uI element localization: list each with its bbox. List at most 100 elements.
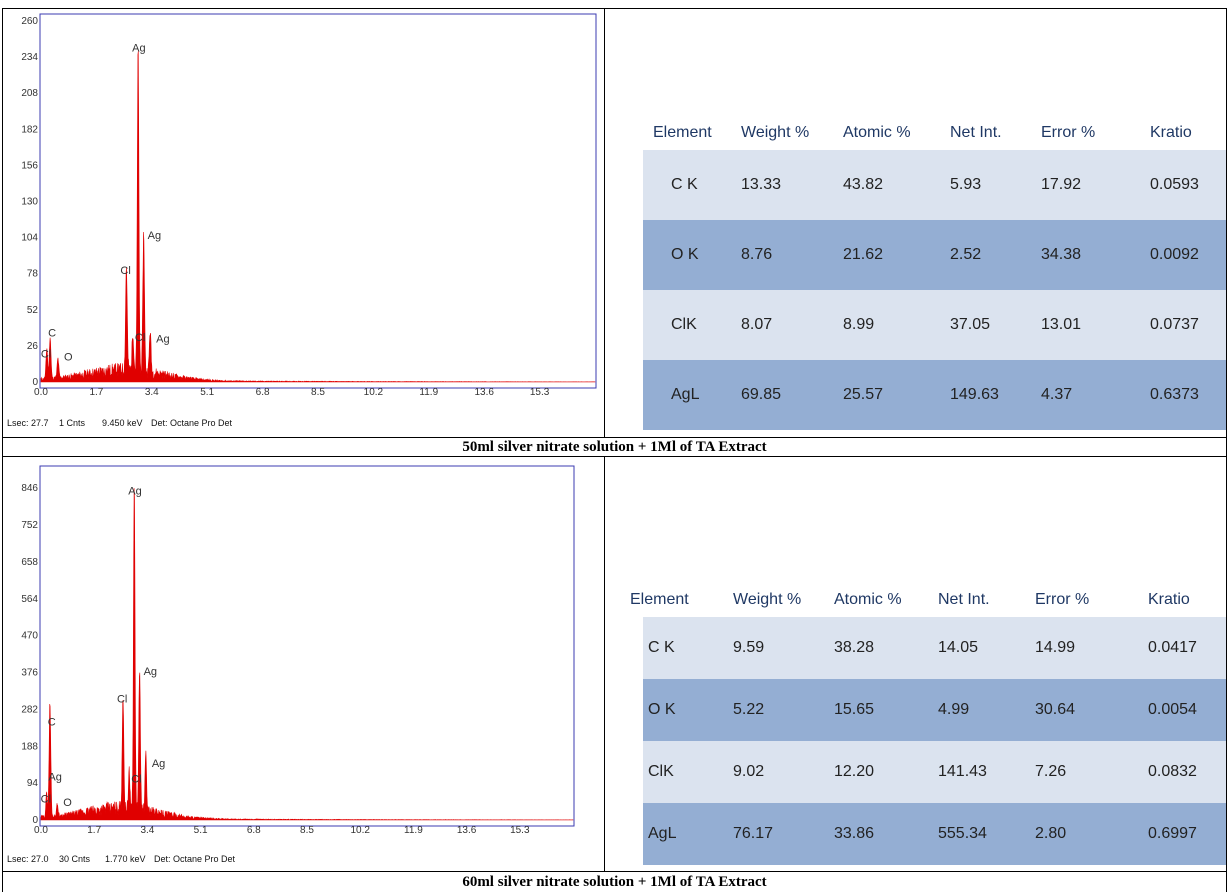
spectrum-area	[40, 51, 596, 383]
x-tick-label: 10.2	[364, 387, 384, 398]
table-cell: 4.37	[1041, 386, 1073, 403]
footer-cnts: 1 Cnts	[59, 418, 86, 428]
row-divider	[2, 456, 1227, 457]
table-cell: ClK	[671, 316, 697, 333]
table-cell: 15.65	[834, 701, 875, 718]
x-tick-label: 1.7	[89, 387, 103, 398]
x-tick-label: 3.4	[140, 825, 154, 836]
y-tick-label: 260	[21, 16, 38, 27]
peak-label-ag: Ag	[148, 230, 161, 242]
row-divider	[2, 871, 1227, 872]
table-cell: 2.52	[950, 246, 982, 263]
peak-label-cl: Cl	[41, 793, 51, 805]
x-tick-label: 8.5	[311, 387, 325, 398]
x-tick-label: 11.9	[419, 387, 438, 398]
x-tick-label: 3.4	[145, 387, 159, 398]
table-cell: 8.07	[741, 316, 773, 333]
table-cell: 13.01	[1041, 316, 1082, 333]
table-cell: 34.38	[1041, 246, 1082, 263]
y-tick-label: 52	[27, 305, 39, 316]
table-cell: 0.0832	[1148, 763, 1197, 780]
y-tick-label: 104	[21, 233, 38, 244]
table-cell: 38.28	[834, 639, 875, 656]
column-header: Kratio	[1150, 124, 1192, 141]
x-tick-label: 6.8	[247, 825, 261, 836]
x-tick-label: 13.6	[474, 387, 494, 398]
y-tick-label: 752	[21, 520, 38, 531]
table-cell: 0.0593	[1150, 176, 1199, 193]
peak-label-cl: Cl	[135, 332, 145, 344]
column-header: Error %	[1041, 124, 1096, 141]
table-cell: 0.0054	[1148, 701, 1197, 718]
eds-spectrum-2: 0 94 188 282 376 470 564 658 752 846 0.0 1.7 3.4 5.1…	[4, 458, 602, 869]
element-table-2: Element Weight % Atomic % Net Int. Error % Kr…	[630, 591, 1226, 867]
x-tick-label: 1.7	[87, 825, 101, 836]
column-divider	[604, 8, 605, 437]
table-cell: O K	[671, 246, 699, 263]
column-header: Error %	[1035, 591, 1090, 608]
table-border-top	[2, 8, 1227, 9]
peak-label-c: C	[48, 717, 56, 729]
footer-kev: 9.450 keV	[102, 418, 143, 428]
table-cell: 17.92	[1041, 176, 1082, 193]
x-tick-label: 15.3	[530, 387, 550, 398]
table-row	[643, 220, 1226, 290]
peak-label-o: O	[63, 797, 72, 809]
table-cell: 69.85	[741, 386, 782, 403]
y-tick-label: 376	[21, 668, 38, 679]
footer-det: Det: Octane Pro Det	[151, 418, 233, 428]
caption-panel-2: 60ml silver nitrate solution + 1Ml of TA…	[462, 874, 767, 890]
peak-label-cl: Cl	[120, 265, 130, 277]
table-row	[643, 290, 1226, 360]
table-cell: 25.57	[843, 386, 884, 403]
x-tick-label: 5.1	[200, 387, 214, 398]
peak-label-cl: Cl	[117, 693, 127, 705]
table-cell: 4.99	[938, 701, 970, 718]
peak-label-ag: Ag	[156, 333, 169, 345]
column-divider	[604, 456, 605, 871]
y-tick-label: 156	[21, 160, 38, 171]
table-cell: 76.17	[733, 825, 774, 842]
y-tick-label: 188	[21, 741, 38, 752]
table-cell: 8.76	[741, 246, 773, 263]
column-header: Net Int.	[938, 591, 990, 608]
x-tick-label: 6.8	[256, 387, 270, 398]
table-cell: AgL	[671, 386, 700, 403]
table-row	[643, 803, 1226, 865]
y-tick-label: 0	[32, 377, 38, 388]
peak-label-c: C	[48, 327, 56, 339]
row-divider	[2, 437, 1227, 438]
y-tick-label: 234	[21, 52, 38, 63]
table-cell: 14.99	[1035, 639, 1076, 656]
peak-label-ag: Ag	[132, 43, 145, 55]
footer-lsec: Lsec: 27.7	[7, 418, 49, 428]
y-tick-label: 78	[27, 269, 39, 280]
table-cell: AgL	[648, 825, 677, 842]
x-tick-label: 15.3	[510, 825, 530, 836]
footer-cnts: 30 Cnts	[59, 854, 91, 864]
y-tick-label: 0	[32, 815, 38, 826]
y-tick-label: 282	[21, 704, 38, 715]
table-cell: 9.02	[733, 763, 765, 780]
y-tick-label: 564	[21, 594, 38, 605]
table-cell: 0.0737	[1150, 316, 1199, 333]
table-cell: ClK	[648, 763, 674, 780]
peak-label-ag: Ag	[152, 758, 165, 770]
table-cell: 555.34	[938, 825, 987, 842]
table-cell: C K	[648, 639, 675, 656]
column-header: Weight %	[741, 124, 810, 141]
peak-label-ag: Ag	[144, 666, 157, 678]
table-cell: 7.26	[1035, 763, 1067, 780]
caption-panel-1: 50ml silver nitrate solution + 1Ml of TA…	[462, 439, 767, 455]
table-row	[643, 617, 1226, 679]
eds-spectrum-1: 0 26 52 78 104 130 156 182 208 234 260 0.0 1.7 3.4 5.…	[4, 10, 602, 435]
peak-label-ag: Ag	[48, 772, 61, 784]
table-cell: 12.20	[834, 763, 875, 780]
spectrum-area	[40, 488, 574, 821]
y-tick-label: 26	[27, 341, 39, 352]
table-cell: 14.05	[938, 639, 979, 656]
y-tick-label: 846	[21, 483, 38, 494]
y-tick-label: 94	[27, 778, 39, 789]
peak-label-ag: Ag	[128, 485, 141, 497]
table-cell: 13.33	[741, 176, 782, 193]
